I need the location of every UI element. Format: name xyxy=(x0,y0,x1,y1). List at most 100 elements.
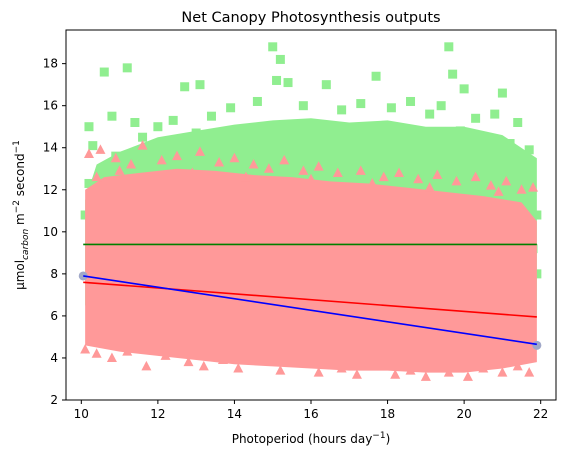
pink-triangle-point xyxy=(114,165,125,175)
green-square-point xyxy=(520,185,530,195)
pink-triangle-point xyxy=(160,350,171,360)
y-tick-label: 4 xyxy=(50,351,58,365)
pink-triangle-point xyxy=(233,362,244,373)
y-tick-label: 6 xyxy=(50,309,58,323)
green-square-point xyxy=(298,101,308,111)
green-square-point xyxy=(356,99,366,109)
pink-triangle-point xyxy=(497,367,508,377)
y-axis-ticks: 2 4 6 8 10 12 14 16 18 xyxy=(43,57,66,407)
pink-triangle-point xyxy=(298,165,309,175)
green-square-point xyxy=(386,103,396,113)
pink-triangle-point xyxy=(217,354,228,365)
green-square-point xyxy=(448,69,458,79)
pink-triangle-series xyxy=(80,140,539,381)
green-square-point xyxy=(275,54,285,64)
pink-triangle-point xyxy=(110,152,121,163)
pink-triangle-point xyxy=(501,175,512,186)
pink-triangle-point xyxy=(141,360,152,371)
pink-triangle-point xyxy=(367,358,378,369)
y-tick-label: 12 xyxy=(43,183,58,197)
green-square-point xyxy=(455,126,465,136)
pink-triangle-point xyxy=(462,371,473,381)
pink-triangle-point xyxy=(394,167,405,177)
green-square-point xyxy=(532,210,542,220)
y-tick-label: 10 xyxy=(43,225,58,239)
y-tick-label: 14 xyxy=(43,141,58,155)
pink-triangle-point xyxy=(91,348,102,358)
green-square-point xyxy=(513,118,523,127)
green-square-point xyxy=(268,42,278,52)
green-square-point xyxy=(99,67,109,77)
green-square-point xyxy=(168,115,178,125)
pink-triangle-point xyxy=(378,171,389,182)
blue-circle-point xyxy=(532,340,542,350)
y-tick-label: 8 xyxy=(50,267,58,281)
green-square-point xyxy=(436,101,446,111)
plot-area xyxy=(78,42,542,381)
green-square-point xyxy=(371,71,381,81)
x-tick-label: 16 xyxy=(303,407,318,421)
green-square-point xyxy=(283,78,293,88)
pink-triangle-point xyxy=(528,182,539,192)
x-axis-label-main: Photoperiod (hours day xyxy=(232,432,373,446)
fit-lines xyxy=(83,243,537,346)
green-square-point xyxy=(130,118,140,127)
green-square-point xyxy=(421,132,431,142)
green-square-point xyxy=(122,63,132,73)
pink-triangle-point xyxy=(478,362,489,373)
x-axis-label-close: ) xyxy=(386,432,391,446)
pink-triangle-point xyxy=(336,362,347,373)
blue-fit-line xyxy=(83,275,537,346)
pink-triangle-point xyxy=(451,175,462,186)
x-tick-label: 14 xyxy=(227,407,242,421)
green-square-point xyxy=(497,88,507,98)
pink-triangle-point xyxy=(512,360,523,371)
pink-triangle-point xyxy=(252,354,263,365)
green-square-point xyxy=(425,109,435,119)
pink-triangle-point xyxy=(83,148,94,159)
pink-triangle-point xyxy=(432,169,443,180)
y-axis-label-unit: μmol xyxy=(13,260,27,290)
pink-triangle-point xyxy=(493,186,504,196)
green-square-point xyxy=(398,128,408,138)
green-square-point xyxy=(444,42,454,52)
pink-triangle-point xyxy=(367,177,378,188)
pink-triangle-point xyxy=(229,152,240,163)
pink-triangle-point xyxy=(106,352,117,362)
pink-triangle-point xyxy=(443,367,454,377)
pink-triangle-point xyxy=(470,171,481,182)
pink-triangle-point xyxy=(172,150,183,161)
x-tick-label: 22 xyxy=(533,407,548,421)
pink-triangle-point xyxy=(80,344,91,354)
pink-triangle-point xyxy=(405,365,416,375)
green-square-point xyxy=(505,139,515,149)
green-square-point xyxy=(321,80,331,90)
pink-triangle-point xyxy=(420,371,431,381)
pink-triangle-point xyxy=(516,184,527,194)
pink-triangle-point xyxy=(263,163,274,173)
green-square-point xyxy=(471,113,481,123)
y-tick-label: 18 xyxy=(43,57,58,71)
green-square-point xyxy=(107,111,117,121)
green-square-point xyxy=(84,178,94,188)
green-square-point xyxy=(406,96,416,106)
green-square-point xyxy=(138,132,148,142)
green-square-point xyxy=(195,80,205,90)
pink-cloud-band xyxy=(85,168,537,373)
green-square-point xyxy=(524,145,534,155)
pink-triangle-point xyxy=(424,182,435,192)
x-axis-label-sup: −1 xyxy=(372,431,385,441)
green-square-point xyxy=(88,141,98,151)
pink-triangle-point xyxy=(95,144,106,154)
y-tick-label: 16 xyxy=(43,99,58,113)
pink-triangle-point xyxy=(279,154,290,165)
pink-triangle-point xyxy=(122,346,133,356)
green-square-point xyxy=(344,124,354,134)
pink-triangle-point xyxy=(351,369,362,379)
green-square-point xyxy=(337,105,347,115)
pink-triangle-point xyxy=(183,356,194,367)
pink-triangle-point xyxy=(187,167,198,177)
pink-triangle-point xyxy=(194,146,205,156)
pink-triangle-point xyxy=(275,365,286,375)
